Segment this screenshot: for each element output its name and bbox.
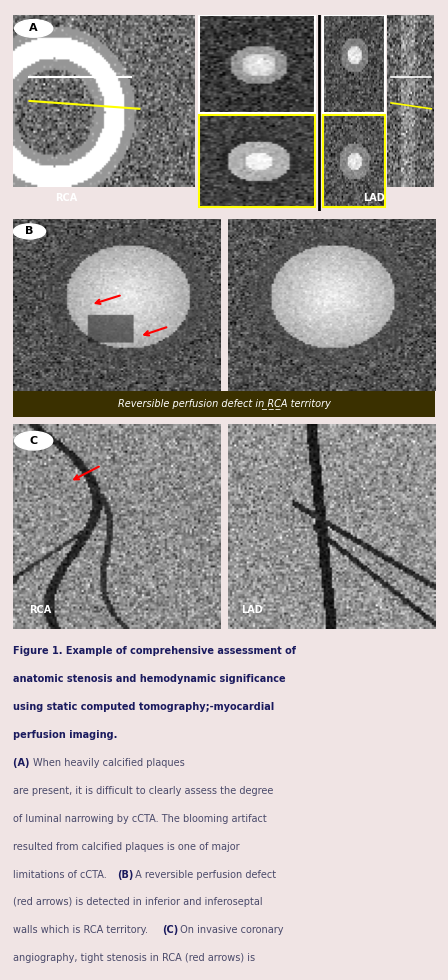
Bar (13, 391, 435, 416)
Text: (B): (B) (117, 869, 134, 879)
Text: A: A (30, 24, 38, 33)
Text: perfusion imaging.: perfusion imaging. (13, 730, 117, 740)
Text: LAD: LAD (364, 193, 385, 203)
Text: using static computed tomography;-myocardial: using static computed tomography;-myocar… (13, 702, 274, 711)
Text: angiography, tight stenosis in RCA (red arrows) is: angiography, tight stenosis in RCA (red … (13, 954, 254, 963)
Bar (198, 115, 315, 207)
Text: Reversible perfusion defect in ̲R̲C̲A territory: Reversible perfusion defect in ̲R̲C̲A te… (117, 398, 331, 409)
Text: (C): (C) (162, 925, 178, 936)
Text: A reversible perfusion defect: A reversible perfusion defect (132, 869, 276, 879)
Text: limitations of cCTA.: limitations of cCTA. (13, 869, 109, 879)
Circle shape (13, 223, 46, 239)
Text: are present, it is difficult to clearly assess the degree: are present, it is difficult to clearly … (13, 786, 273, 796)
Text: Figure 1. Example of comprehensive assessment of: Figure 1. Example of comprehensive asses… (13, 646, 296, 656)
Bar (323, 15, 385, 113)
Text: When heavily calcified plaques: When heavily calcified plaques (33, 758, 184, 767)
Text: B: B (25, 226, 34, 236)
Bar (198, 15, 315, 113)
Circle shape (15, 431, 53, 450)
Text: RCA: RCA (30, 605, 52, 614)
Text: On invasive coronary: On invasive coronary (177, 925, 284, 936)
Text: of luminal narrowing by cCTA. The blooming artifact: of luminal narrowing by cCTA. The bloomi… (13, 813, 266, 823)
Text: resulted from calcified plaques is one of major: resulted from calcified plaques is one o… (13, 842, 239, 852)
Text: anatomic stenosis and hemodynamic significance: anatomic stenosis and hemodynamic signif… (13, 673, 285, 684)
Text: RCA: RCA (55, 193, 77, 203)
Text: LAD: LAD (241, 605, 263, 614)
Bar (323, 115, 385, 207)
Text: (red arrows) is detected in inferior and inferoseptal: (red arrows) is detected in inferior and… (13, 898, 262, 907)
Text: (A): (A) (13, 758, 32, 767)
Text: walls which is RCA territory.: walls which is RCA territory. (13, 925, 151, 936)
Circle shape (15, 20, 53, 37)
Text: C: C (30, 436, 38, 446)
